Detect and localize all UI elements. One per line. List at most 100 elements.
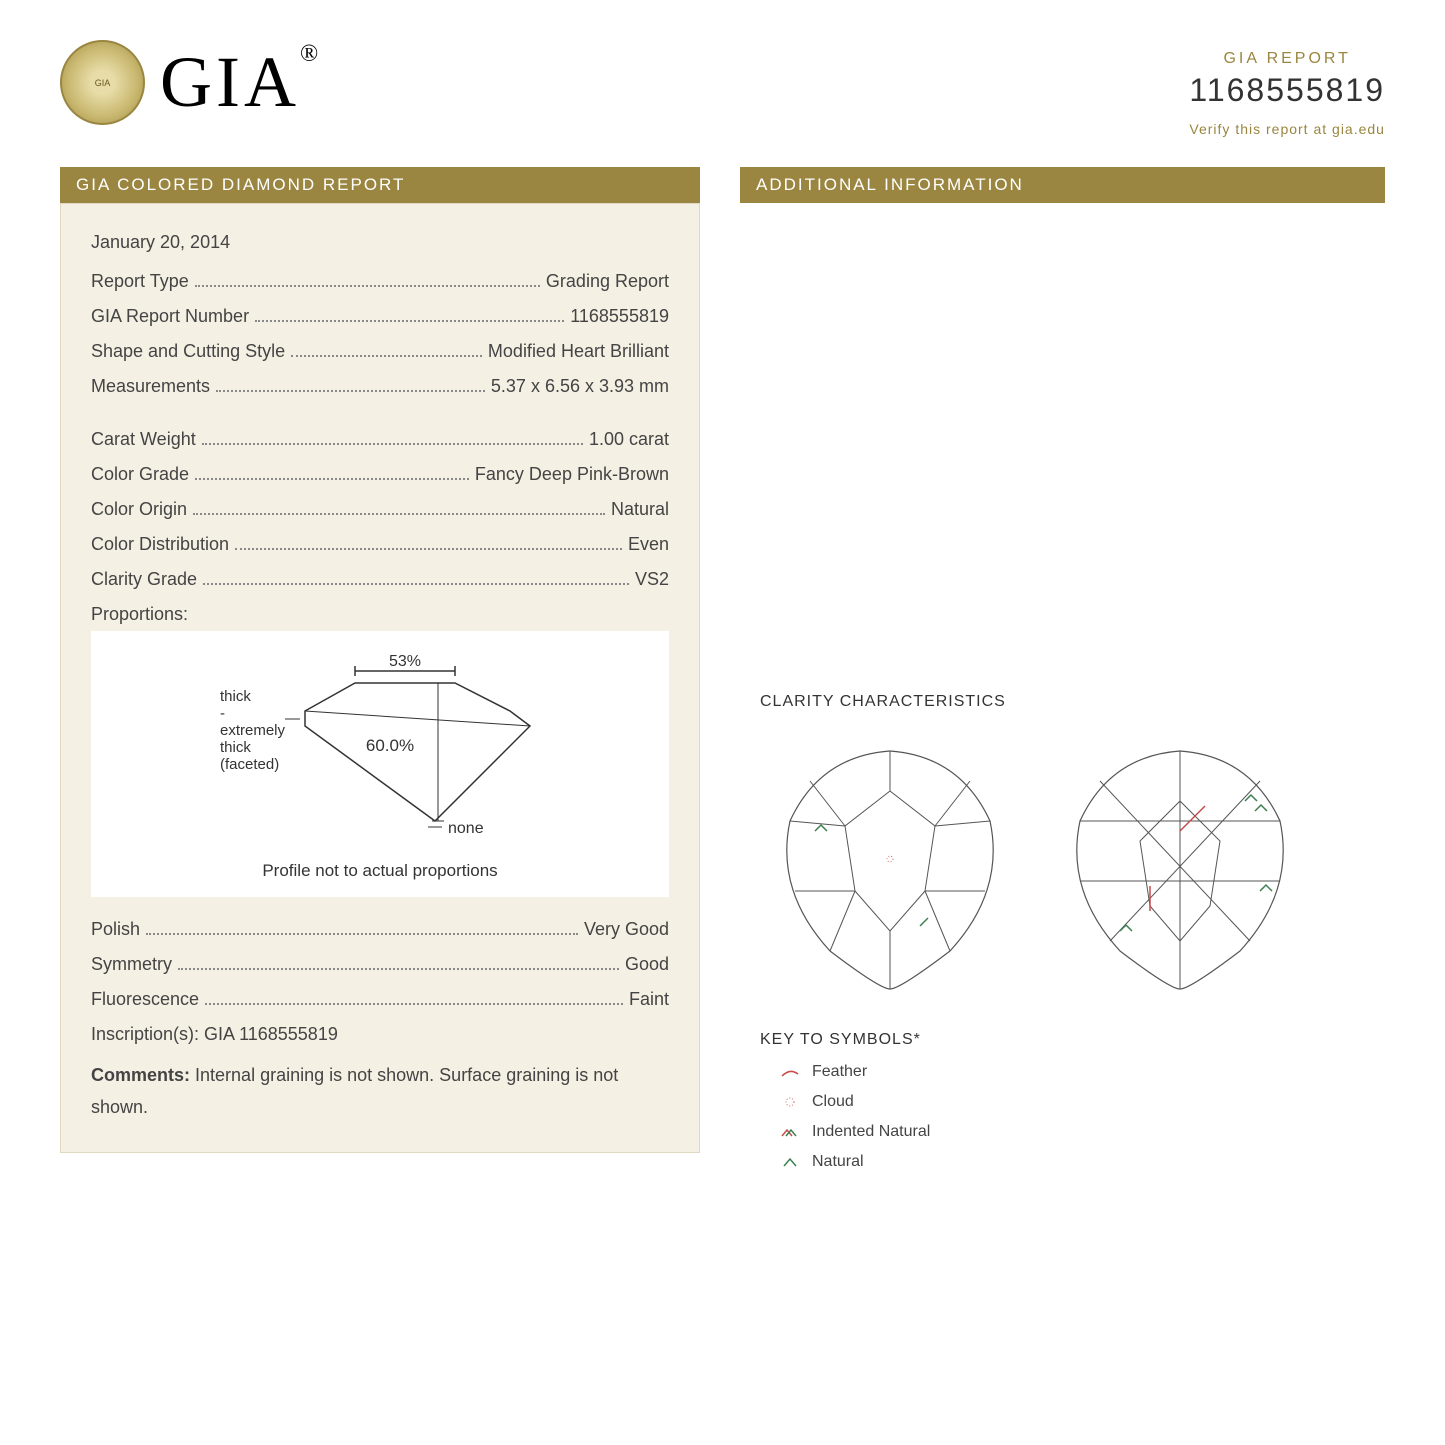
inscriptions: Inscription(s): GIA 1168555819 [91,1024,669,1045]
svg-text:thick: thick [220,739,251,756]
dots [216,390,485,392]
field-label: Report Type [91,271,189,292]
field-label: GIA Report Number [91,306,249,327]
field-row: Color Origin Natural [91,499,669,520]
right-section-header: ADDITIONAL INFORMATION [740,167,1385,203]
diamond-profile-svg: 53% 60.0% thick - extremely thick (facet… [160,651,600,851]
svg-text:60.0%: 60.0% [366,736,414,755]
field-label: Symmetry [91,954,172,975]
dots [255,320,564,322]
field-value: VS2 [635,569,669,590]
field-value: Faint [629,989,669,1010]
table-pct: 53% [389,653,421,670]
field-label: Color Distribution [91,534,229,555]
field-label: Fluorescence [91,989,199,1010]
report-date: January 20, 2014 [91,232,669,253]
field-row: Carat Weight 1.00 carat [91,429,669,450]
key-item: Indented Natural [760,1123,1385,1141]
svg-text:(faceted): (faceted) [220,756,279,773]
dots [235,548,622,550]
dots [203,583,629,585]
field-row: Polish Very Good [91,919,669,940]
proportions-diagram: 53% 60.0% thick - extremely thick (facet… [91,631,669,897]
columns: GIA COLORED DIAMOND REPORT January 20, 2… [60,167,1385,1183]
field-value: Good [625,954,669,975]
field-row: GIA Report Number 1168555819 [91,306,669,327]
field-row: Color Distribution Even [91,534,669,555]
field-row: Measurements 5.37 x 6.56 x 3.93 mm [91,376,669,397]
dots [146,933,578,935]
clarity-top-view [760,731,1020,991]
key-symbol-icon [780,1156,800,1168]
report-header: GIA REPORT 1168555819 Verify this report… [1189,50,1385,137]
right-column: ADDITIONAL INFORMATION CLARITY CHARACTER… [740,167,1385,1183]
field-label: Clarity Grade [91,569,197,590]
verify-link[interactable]: Verify this report at gia.edu [1189,121,1385,137]
clarity-diagrams [760,731,1385,991]
header: GIA GIA® GIA REPORT 1168555819 Verify th… [60,40,1385,137]
field-row: Color Grade Fancy Deep Pink-Brown [91,464,669,485]
key-item: Natural [760,1153,1385,1171]
key-item: Feather [760,1063,1385,1081]
key-label: Natural [812,1153,864,1171]
field-value: Fancy Deep Pink-Brown [475,464,669,485]
dots [202,443,583,445]
clarity-bottom-view [1050,731,1310,991]
field-label: Carat Weight [91,429,196,450]
field-label: Polish [91,919,140,940]
brand-text: GIA [160,42,300,122]
field-row: Report TypeGrading Report [91,271,669,292]
key-symbol-icon [780,1066,800,1078]
inscriptions-value: GIA 1168555819 [204,1024,338,1044]
diagram-caption: Profile not to actual proportions [111,861,649,881]
svg-text:-: - [220,705,225,722]
field-value: 1168555819 [570,306,669,327]
dots [205,1003,623,1005]
key-label: Indented Natural [812,1123,930,1141]
key-symbol-icon [780,1126,800,1138]
report-number: 1168555819 [1189,72,1385,109]
report-label: GIA REPORT [1189,50,1385,68]
field-value: Natural [611,499,669,520]
field-value: 5.37 x 6.56 x 3.93 mm [491,376,669,397]
field-row: Symmetry Good [91,954,669,975]
key-title: KEY TO SYMBOLS* [760,1031,1385,1049]
right-content: CLARITY CHARACTERISTICS [740,203,1385,1171]
reg-mark: ® [300,41,322,67]
brand-name: GIA® [160,41,322,124]
dots [195,478,469,480]
field-row: Fluorescence Faint [91,989,669,1010]
left-column: GIA COLORED DIAMOND REPORT January 20, 2… [60,167,700,1183]
svg-text:extremely: extremely [220,722,286,739]
clarity-title: CLARITY CHARACTERISTICS [760,693,1385,711]
field-value: Very Good [584,919,669,940]
field-label: Color Origin [91,499,187,520]
comments-label: Comments: [91,1065,190,1085]
field-row: Clarity Grade VS2 [91,569,669,590]
field-label: Measurements [91,376,210,397]
field-value: Modified Heart Brilliant [488,341,669,362]
logo-section: GIA GIA® [60,40,322,125]
field-row: Shape and Cutting Style Modified Heart Br… [91,341,669,362]
svg-text:none: none [448,820,484,837]
report-body: January 20, 2014 Report TypeGrading Repo… [60,203,700,1153]
dots [195,285,540,287]
key-item: Cloud [760,1093,1385,1111]
key-label: Cloud [812,1093,854,1111]
gia-seal-icon: GIA [60,40,145,125]
key-label: Feather [812,1063,867,1081]
field-value: Even [628,534,669,555]
left-section-header: GIA COLORED DIAMOND REPORT [60,167,700,203]
comments: Comments: Internal graining is not shown… [91,1059,669,1124]
field-label: Color Grade [91,464,189,485]
key-list: Feather Cloud Indented Natural Natural [760,1063,1385,1171]
field-value: 1.00 carat [589,429,669,450]
field-label: Shape and Cutting Style [91,341,285,362]
key-symbol-icon [780,1096,800,1108]
proportions-label: Proportions: [91,604,669,625]
dots [178,968,619,970]
inscriptions-label: Inscription(s): [91,1024,199,1044]
dots [193,513,605,515]
dots [291,355,482,357]
svg-text:thick: thick [220,688,251,705]
